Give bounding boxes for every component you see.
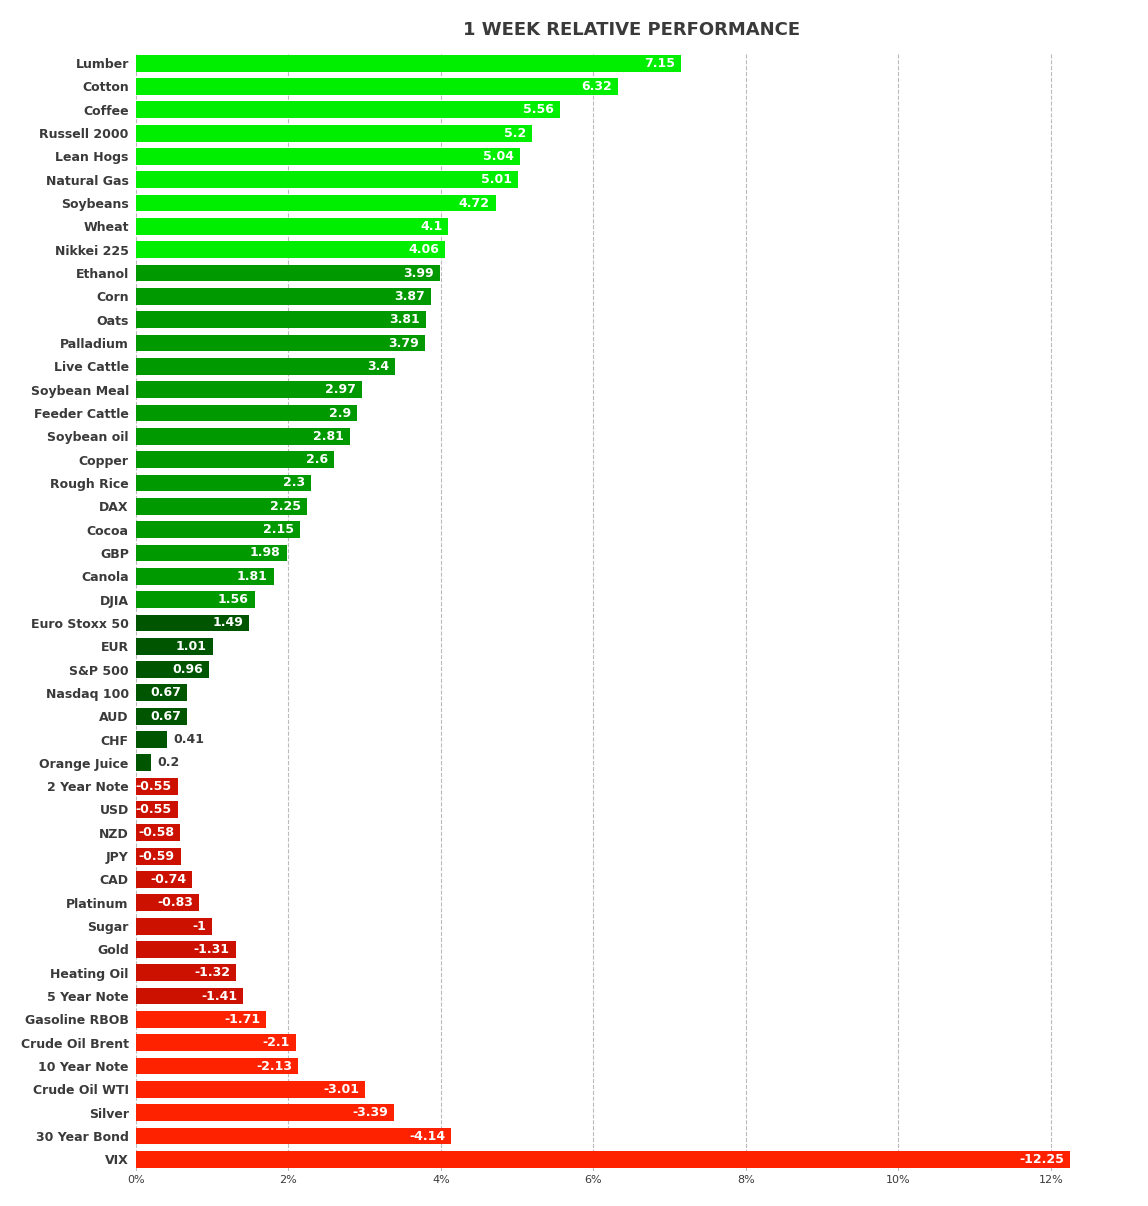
Bar — [135, 941, 235, 958]
Text: 4.06: 4.06 — [409, 244, 440, 256]
Bar — [135, 358, 395, 375]
Text: 5.2: 5.2 — [504, 127, 526, 140]
Bar — [135, 1105, 394, 1122]
Text: -1.41: -1.41 — [201, 990, 238, 1002]
Bar — [135, 801, 178, 818]
Bar — [135, 615, 249, 631]
Bar — [135, 288, 430, 305]
Bar — [135, 1151, 1070, 1167]
Text: 2.15: 2.15 — [263, 523, 294, 537]
Bar — [135, 731, 168, 748]
Text: 5.01: 5.01 — [481, 174, 512, 186]
Bar — [135, 334, 425, 351]
Bar — [135, 1128, 451, 1144]
Text: 5.56: 5.56 — [522, 104, 553, 116]
Text: 3.4: 3.4 — [367, 359, 389, 373]
Text: -0.58: -0.58 — [138, 826, 173, 839]
Bar — [135, 638, 212, 655]
Bar — [135, 545, 287, 561]
Text: 7.15: 7.15 — [644, 57, 675, 70]
Bar — [135, 241, 445, 258]
Text: 3.99: 3.99 — [403, 267, 434, 280]
Bar — [135, 778, 178, 795]
Bar — [135, 918, 212, 935]
Text: -0.59: -0.59 — [139, 850, 174, 862]
Bar — [135, 171, 518, 188]
Bar — [135, 521, 300, 538]
Text: -1: -1 — [192, 920, 205, 932]
Bar — [135, 591, 255, 608]
Text: 3.81: 3.81 — [389, 314, 420, 326]
Text: 4.1: 4.1 — [420, 219, 442, 233]
Bar — [135, 1058, 298, 1075]
Text: 2.9: 2.9 — [328, 406, 351, 420]
Text: 1.81: 1.81 — [236, 569, 267, 582]
Text: 5.04: 5.04 — [483, 150, 514, 163]
Text: -2.1: -2.1 — [263, 1036, 289, 1049]
Text: -1.31: -1.31 — [194, 943, 230, 956]
Text: 1.01: 1.01 — [176, 639, 207, 652]
Bar — [135, 755, 152, 772]
Bar — [135, 475, 311, 491]
Bar — [135, 54, 681, 71]
Bar — [135, 568, 274, 585]
Text: -2.13: -2.13 — [256, 1060, 292, 1072]
Bar — [135, 988, 243, 1005]
Bar — [135, 451, 334, 468]
Text: 2.3: 2.3 — [282, 476, 305, 490]
Text: -4.14: -4.14 — [410, 1130, 445, 1142]
Bar — [135, 381, 363, 398]
Text: -1.71: -1.71 — [224, 1013, 261, 1026]
Text: -0.83: -0.83 — [157, 896, 193, 909]
Text: -3.39: -3.39 — [352, 1106, 388, 1119]
Text: 1.49: 1.49 — [212, 616, 243, 630]
Text: -0.55: -0.55 — [135, 779, 171, 792]
Text: 1.56: 1.56 — [218, 593, 249, 607]
Bar — [135, 871, 192, 888]
Bar — [135, 148, 520, 165]
Text: 0.96: 0.96 — [172, 663, 203, 677]
Text: -12.25: -12.25 — [1019, 1153, 1064, 1166]
Text: 2.97: 2.97 — [325, 384, 356, 397]
Title: 1 WEEK RELATIVE PERFORMANCE: 1 WEEK RELATIVE PERFORMANCE — [463, 21, 800, 39]
Bar — [135, 895, 199, 912]
Text: 3.79: 3.79 — [388, 336, 419, 350]
Bar — [135, 124, 533, 141]
Text: 4.72: 4.72 — [459, 197, 490, 210]
Bar — [135, 965, 236, 982]
Bar — [135, 264, 440, 281]
Bar — [135, 498, 308, 515]
Bar — [135, 218, 449, 235]
Bar — [135, 685, 187, 701]
Bar — [135, 1011, 266, 1028]
Bar — [135, 101, 560, 118]
Text: -0.55: -0.55 — [135, 803, 171, 816]
Text: 2.81: 2.81 — [313, 429, 344, 443]
Text: 0.2: 0.2 — [157, 756, 179, 769]
Bar — [135, 708, 187, 725]
Text: 1.98: 1.98 — [250, 546, 280, 560]
Text: 2.25: 2.25 — [270, 499, 301, 513]
Bar — [135, 78, 618, 95]
Bar — [135, 428, 350, 445]
Bar — [135, 848, 180, 865]
Bar — [135, 311, 426, 328]
Bar — [135, 404, 357, 421]
Text: -0.74: -0.74 — [150, 873, 186, 886]
Text: 0.41: 0.41 — [173, 733, 204, 747]
Text: 0.67: 0.67 — [150, 709, 180, 722]
Text: 6.32: 6.32 — [581, 80, 612, 93]
Bar — [135, 1081, 365, 1097]
Text: 2.6: 2.6 — [305, 453, 328, 467]
Text: 0.67: 0.67 — [150, 686, 180, 699]
Text: 3.87: 3.87 — [394, 289, 425, 303]
Text: -1.32: -1.32 — [194, 966, 231, 979]
Bar — [135, 1035, 296, 1052]
Text: -3.01: -3.01 — [324, 1083, 359, 1096]
Bar — [135, 661, 209, 678]
Bar — [135, 194, 496, 211]
Bar — [135, 825, 180, 842]
